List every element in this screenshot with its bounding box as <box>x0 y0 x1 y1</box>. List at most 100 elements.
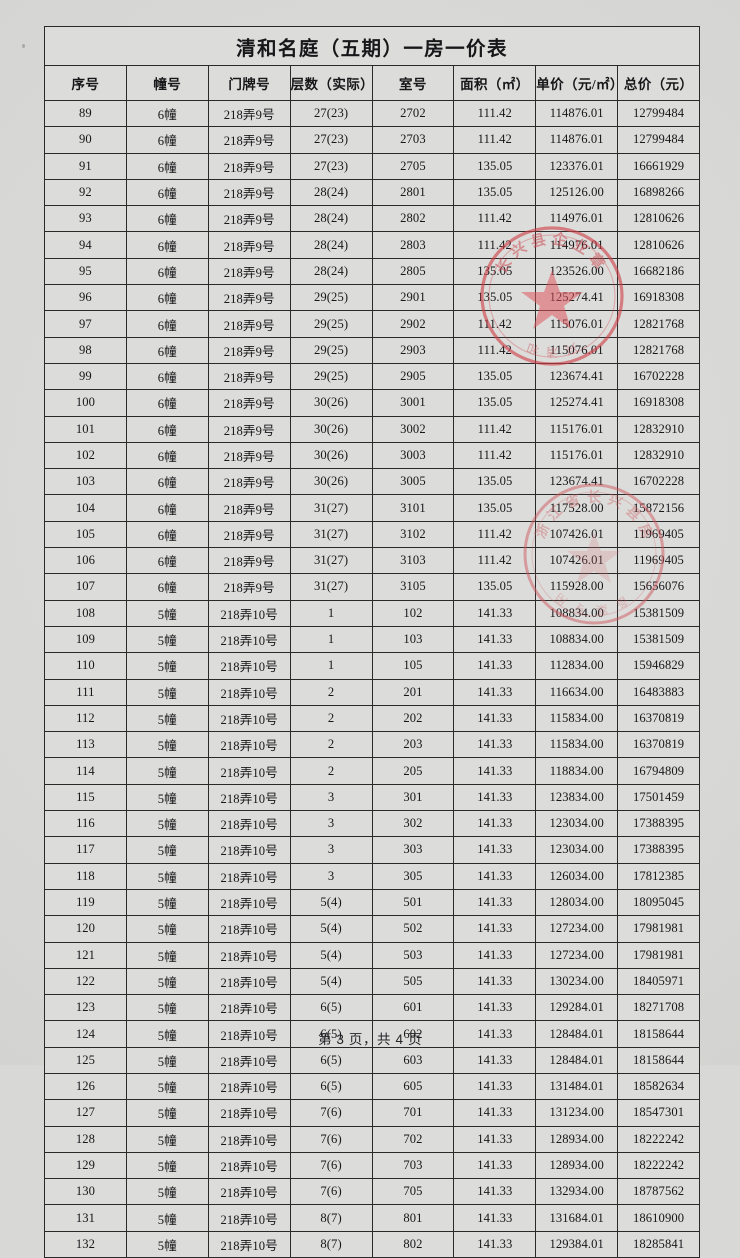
cell-unit: 128934.00 <box>535 1125 619 1153</box>
cell-unit: 115176.01 <box>535 415 619 443</box>
cell-bld: 6幢 <box>125 284 209 312</box>
cell-total: 16370819 <box>617 731 700 759</box>
cell-seq: 115 <box>44 783 127 812</box>
cell-room: 502 <box>371 915 455 943</box>
cell-room: 2902 <box>371 310 455 338</box>
cell-unit: 118834.00 <box>535 757 619 785</box>
cell-unit: 123034.00 <box>535 810 619 838</box>
cell-room: 102 <box>371 599 455 627</box>
cell-unit: 114876.01 <box>535 126 619 154</box>
cell-floor: 6(5) <box>289 1046 373 1074</box>
cell-total: 17981981 <box>617 941 700 969</box>
table-row: 100 6幢 218弄9号 30(26) 3001 135.05 125274.41 1691… <box>44 389 700 417</box>
cell-area: 141.33 <box>453 783 537 812</box>
cell-unit: 115834.00 <box>535 704 619 733</box>
cell-seq: 101 <box>44 415 127 443</box>
cell-floor: 3 <box>289 783 373 812</box>
cell-room: 2901 <box>371 284 455 312</box>
table-row: 97 6幢 218弄9号 29(25) 2902 111.42 115076.01 12821… <box>44 310 700 338</box>
cell-area: 141.33 <box>453 967 537 996</box>
cell-seq: 103 <box>44 468 127 496</box>
cell-floor: 8(7) <box>289 1204 373 1232</box>
cell-door: 218弄9号 <box>207 257 291 286</box>
cell-room: 3101 <box>371 494 455 522</box>
cell-door: 218弄10号 <box>207 1046 291 1074</box>
cell-bld: 6幢 <box>125 178 209 207</box>
cell-door: 218弄9号 <box>207 205 291 233</box>
cell-unit: 128934.00 <box>535 1151 619 1180</box>
cell-unit: 131684.01 <box>535 1204 619 1232</box>
cell-seq: 98 <box>44 336 127 364</box>
cell-area: 141.33 <box>453 862 537 890</box>
table-row: 126 5幢 218弄10号 6(5) 605 141.33 131484.01 185826… <box>44 1072 700 1101</box>
table-row: 114 5幢 218弄10号 2 205 141.33 118834.00 16794809 <box>44 757 700 785</box>
cell-seq: 123 <box>44 994 127 1022</box>
cell-unit: 123834.00 <box>535 783 619 812</box>
cell-area: 135.05 <box>453 494 537 522</box>
cell-unit: 125126.00 <box>535 178 619 207</box>
cell-bld: 5幢 <box>125 1151 209 1180</box>
cell-bld: 6幢 <box>125 152 209 180</box>
cell-unit: 112834.00 <box>535 652 619 680</box>
cell-door: 218弄9号 <box>207 415 291 443</box>
cell-room: 705 <box>371 1178 455 1206</box>
column-header-building: 幢号 <box>125 65 209 101</box>
cell-seq: 111 <box>44 678 127 706</box>
cell-seq: 95 <box>44 257 127 286</box>
cell-bld: 5幢 <box>125 967 209 996</box>
cell-total: 11969405 <box>617 520 700 549</box>
cell-door: 218弄9号 <box>207 310 291 338</box>
cell-seq: 105 <box>44 520 127 549</box>
cell-bld: 5幢 <box>125 941 209 969</box>
cell-floor: 5(4) <box>289 967 373 996</box>
table-row: 94 6幢 218弄9号 28(24) 2803 111.42 114976.01 12810… <box>44 231 700 259</box>
table-row: 132 5幢 218弄10号 8(7) 802 141.33 129384.01 182858… <box>44 1230 700 1258</box>
cell-room: 105 <box>371 652 455 680</box>
cell-unit: 129384.01 <box>535 1230 619 1258</box>
cell-floor: 7(6) <box>289 1125 373 1153</box>
cell-floor: 3 <box>289 862 373 890</box>
cell-bld: 6幢 <box>125 494 209 522</box>
table-row: 108 5幢 218弄10号 1 102 141.33 108834.00 15381509 <box>44 599 700 627</box>
cell-door: 218弄10号 <box>207 783 291 812</box>
cell-bld: 6幢 <box>125 415 209 443</box>
cell-unit: 128484.01 <box>535 1046 619 1074</box>
cell-unit: 108834.00 <box>535 599 619 627</box>
table-row: 123 5幢 218弄10号 6(5) 601 141.33 129284.01 182717… <box>44 994 700 1022</box>
cell-unit: 123674.41 <box>535 468 619 496</box>
page-footer: 第 3 页，共 4 页 <box>317 1032 423 1047</box>
cell-unit: 130234.00 <box>535 967 619 996</box>
cell-bld: 5幢 <box>125 731 209 759</box>
cell-seq: 117 <box>44 836 127 864</box>
cell-bld: 5幢 <box>125 652 209 680</box>
cell-total: 16483883 <box>617 678 700 706</box>
cell-bld: 6幢 <box>125 257 209 286</box>
cell-unit: 123034.00 <box>535 836 619 864</box>
cell-room: 3003 <box>371 441 455 470</box>
cell-door: 218弄10号 <box>207 1230 291 1258</box>
cell-door: 218弄9号 <box>207 573 291 601</box>
cell-floor: 29(25) <box>289 336 373 364</box>
cell-area: 111.42 <box>453 126 537 154</box>
column-header-floor: 层数（实际） <box>289 65 374 101</box>
table-row: 124 5幢 218弄10号 6(5) 602 141.33 128484.01 181586… <box>44 1020 700 1048</box>
cell-seq: 116 <box>44 810 127 838</box>
price-table: 清和名庭（五期）一房一价表 序号 幢号 门牌号 层数（实际） 室号 面积（㎡） … <box>44 26 700 1258</box>
cell-area: 141.33 <box>453 625 537 654</box>
cell-floor: 2 <box>289 704 373 733</box>
cell-floor: 8(7) <box>289 1230 373 1258</box>
cell-bld: 6幢 <box>125 310 209 338</box>
cell-door: 218弄10号 <box>207 888 291 917</box>
cell-floor: 27(23) <box>289 126 373 154</box>
cell-total: 16898266 <box>617 178 700 207</box>
cell-bld: 5幢 <box>125 1020 209 1048</box>
cell-seq: 119 <box>44 888 127 917</box>
cell-door: 218弄9号 <box>207 494 291 522</box>
cell-total: 17388395 <box>617 836 700 864</box>
table-row: 122 5幢 218弄10号 5(4) 505 141.33 130234.00 184059… <box>44 967 700 996</box>
cell-bld: 5幢 <box>125 1178 209 1206</box>
cell-seq: 124 <box>44 1020 127 1048</box>
cell-door: 218弄10号 <box>207 836 291 864</box>
cell-area: 141.33 <box>453 1046 537 1074</box>
cell-bld: 5幢 <box>125 599 209 627</box>
